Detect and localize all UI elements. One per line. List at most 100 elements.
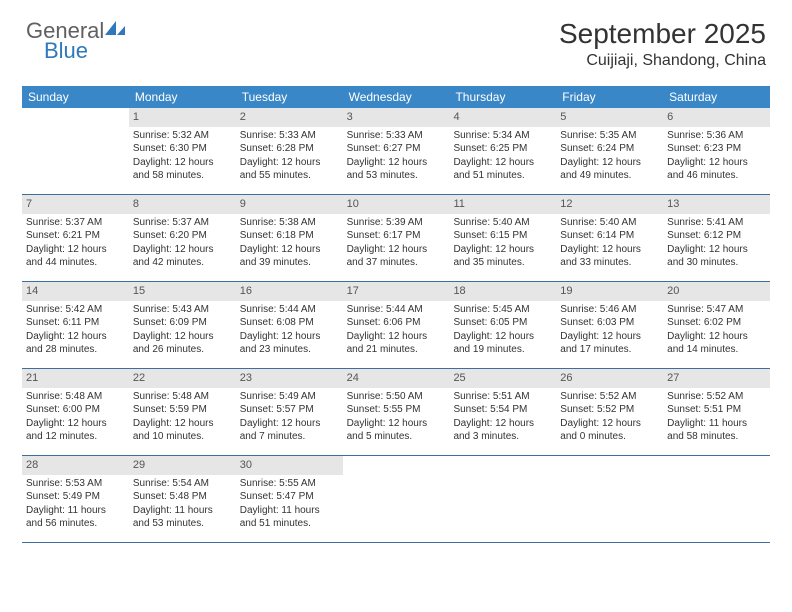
title-block: September 2025 Cuijiaji, Shandong, China (559, 18, 766, 70)
sunrise-text: Sunrise: 5:51 AM (453, 390, 552, 404)
calendar-day: 11Sunrise: 5:40 AMSunset: 6:15 PMDayligh… (449, 195, 556, 281)
day-number: 26 (556, 369, 663, 388)
day-body: Sunrise: 5:46 AMSunset: 6:03 PMDaylight:… (556, 301, 663, 361)
sunset-text: Sunset: 5:54 PM (453, 403, 552, 417)
sunrise-text: Sunrise: 5:33 AM (347, 129, 446, 143)
sunrise-text: Sunrise: 5:47 AM (667, 303, 766, 317)
sunrise-text: Sunrise: 5:44 AM (347, 303, 446, 317)
day-body: Sunrise: 5:49 AMSunset: 5:57 PMDaylight:… (236, 388, 343, 448)
calendar-day: 15Sunrise: 5:43 AMSunset: 6:09 PMDayligh… (129, 282, 236, 368)
daylight-text: Daylight: 12 hours and 21 minutes. (347, 330, 446, 357)
location-text: Cuijiaji, Shandong, China (559, 52, 766, 70)
sunrise-text: Sunrise: 5:34 AM (453, 129, 552, 143)
daylight-text: Daylight: 12 hours and 28 minutes. (26, 330, 125, 357)
day-number: 9 (236, 195, 343, 214)
sunrise-text: Sunrise: 5:44 AM (240, 303, 339, 317)
daylight-text: Daylight: 12 hours and 26 minutes. (133, 330, 232, 357)
sunset-text: Sunset: 6:30 PM (133, 142, 232, 156)
sunset-text: Sunset: 5:55 PM (347, 403, 446, 417)
sunrise-text: Sunrise: 5:52 AM (560, 390, 659, 404)
calendar-day: . (663, 456, 770, 542)
day-body: Sunrise: 5:37 AMSunset: 6:20 PMDaylight:… (129, 214, 236, 274)
sunrise-text: Sunrise: 5:50 AM (347, 390, 446, 404)
sunrise-text: Sunrise: 5:43 AM (133, 303, 232, 317)
day-number: 14 (22, 282, 129, 301)
day-body: Sunrise: 5:50 AMSunset: 5:55 PMDaylight:… (343, 388, 450, 448)
daylight-text: Daylight: 12 hours and 51 minutes. (453, 156, 552, 183)
sunset-text: Sunset: 5:59 PM (133, 403, 232, 417)
calendar-day: 3Sunrise: 5:33 AMSunset: 6:27 PMDaylight… (343, 108, 450, 194)
sunset-text: Sunset: 5:52 PM (560, 403, 659, 417)
calendar-day: 23Sunrise: 5:49 AMSunset: 5:57 PMDayligh… (236, 369, 343, 455)
day-body: Sunrise: 5:40 AMSunset: 6:15 PMDaylight:… (449, 214, 556, 274)
daylight-text: Daylight: 12 hours and 7 minutes. (240, 417, 339, 444)
sunset-text: Sunset: 6:17 PM (347, 229, 446, 243)
calendar-day: 19Sunrise: 5:46 AMSunset: 6:03 PMDayligh… (556, 282, 663, 368)
calendar-week: 21 Sunrise: 5:48 AMSunset: 6:00 PM Dayligh… (22, 369, 770, 456)
daylight-text: Daylight: 12 hours and 33 minutes. (560, 243, 659, 270)
day-body: Sunrise: 5:41 AMSunset: 6:12 PMDaylight:… (663, 214, 770, 274)
sunrise-text: Sunrise: 5:53 AM (26, 477, 125, 491)
sunrise-text: Sunrise: 5:35 AM (560, 129, 659, 143)
weekday-header: Friday (556, 86, 663, 108)
sunset-text: Sunset: 6:03 PM (560, 316, 659, 330)
daylight-text: Daylight: 12 hours and 39 minutes. (240, 243, 339, 270)
sunset-text: Sunset: 6:08 PM (240, 316, 339, 330)
calendar-day: 17Sunrise: 5:44 AMSunset: 6:06 PMDayligh… (343, 282, 450, 368)
sunset-text: Sunset: 6:11 PM (26, 316, 125, 330)
day-body: Sunrise: 5:55 AMSunset: 5:47 PMDaylight:… (236, 475, 343, 535)
calendar-day: 27Sunrise: 5:52 AMSunset: 5:51 PMDayligh… (663, 369, 770, 455)
sunrise-text: Sunrise: 5:38 AM (240, 216, 339, 230)
day-body: Sunrise: 5:54 AMSunset: 5:48 PMDaylight:… (129, 475, 236, 535)
daylight-text: Daylight: 12 hours and 14 minutes. (667, 330, 766, 357)
day-number: 21 (22, 369, 129, 388)
sunset-text: Sunset: 5:57 PM (240, 403, 339, 417)
day-body: Sunrise: 5:45 AMSunset: 6:05 PMDaylight:… (449, 301, 556, 361)
logo: General Blue (26, 18, 126, 64)
calendar-day: 25Sunrise: 5:51 AMSunset: 5:54 PMDayligh… (449, 369, 556, 455)
weekday-header-row: SundayMondayTuesdayWednesdayThursdayFrid… (22, 86, 770, 108)
calendar-day: 28Sunrise: 5:53 AMSunset: 5:49 PMDayligh… (22, 456, 129, 542)
calendar-day: 29Sunrise: 5:54 AMSunset: 5:48 PMDayligh… (129, 456, 236, 542)
daylight-text: Daylight: 11 hours and 51 minutes. (240, 504, 339, 531)
day-number: 10 (343, 195, 450, 214)
calendar-day: 16Sunrise: 5:44 AMSunset: 6:08 PMDayligh… (236, 282, 343, 368)
calendar-day: 13Sunrise: 5:41 AMSunset: 6:12 PMDayligh… (663, 195, 770, 281)
daylight-text: Daylight: 12 hours and 44 minutes. (26, 243, 125, 270)
calendar-day: . (343, 456, 450, 542)
sunset-text: Sunset: 6:00 PM (26, 403, 125, 417)
calendar-week: .1Sunrise: 5:32 AMSunset: 6:30 PMDayligh… (22, 108, 770, 195)
calendar-day: 18Sunrise: 5:45 AMSunset: 6:05 PMDayligh… (449, 282, 556, 368)
daylight-text: Daylight: 12 hours and 58 minutes. (133, 156, 232, 183)
daylight-text: Daylight: 12 hours and 49 minutes. (560, 156, 659, 183)
sunrise-text: Sunrise: 5:36 AM (667, 129, 766, 143)
daylight-text: Daylight: 12 hours and 3 minutes. (453, 417, 552, 444)
day-number: 2 (236, 108, 343, 127)
day-body: Sunrise: 5:37 AMSunset: 6:21 PMDaylight:… (22, 214, 129, 274)
calendar-day: 8Sunrise: 5:37 AMSunset: 6:20 PMDaylight… (129, 195, 236, 281)
weekday-header: Saturday (663, 86, 770, 108)
day-body: Sunrise: 5:43 AMSunset: 6:09 PMDaylight:… (129, 301, 236, 361)
calendar-day: 20Sunrise: 5:47 AMSunset: 6:02 PMDayligh… (663, 282, 770, 368)
sunrise-text: Sunrise: 5:54 AM (133, 477, 232, 491)
sunrise-text: Sunrise: 5:52 AM (667, 390, 766, 404)
sunrise-text: Sunrise: 5:45 AM (453, 303, 552, 317)
daylight-text: Daylight: 12 hours and 10 minutes. (133, 417, 232, 444)
day-number: 30 (236, 456, 343, 475)
sunset-text: Sunset: 6:15 PM (453, 229, 552, 243)
day-number: 3 (343, 108, 450, 127)
day-number: 8 (129, 195, 236, 214)
day-body: Sunrise: 5:32 AMSunset: 6:30 PMDaylight:… (129, 127, 236, 187)
sunrise-text: Sunrise: 5:40 AM (560, 216, 659, 230)
day-body: Sunrise: 5:33 AMSunset: 6:28 PMDaylight:… (236, 127, 343, 187)
sunrise-text: Sunrise: 5:48 AM (26, 390, 125, 404)
day-body: Sunrise: 5:42 AMSunset: 6:11 PMDaylight:… (22, 301, 129, 361)
calendar-day: . (556, 456, 663, 542)
sunset-text: Sunset: 6:12 PM (667, 229, 766, 243)
sunrise-text: Sunrise: 5:32 AM (133, 129, 232, 143)
sunset-text: Sunset: 5:48 PM (133, 490, 232, 504)
sunrise-text: Sunrise: 5:42 AM (26, 303, 125, 317)
daylight-text: Daylight: 11 hours and 53 minutes. (133, 504, 232, 531)
sunset-text: Sunset: 6:02 PM (667, 316, 766, 330)
weekday-header: Monday (129, 86, 236, 108)
